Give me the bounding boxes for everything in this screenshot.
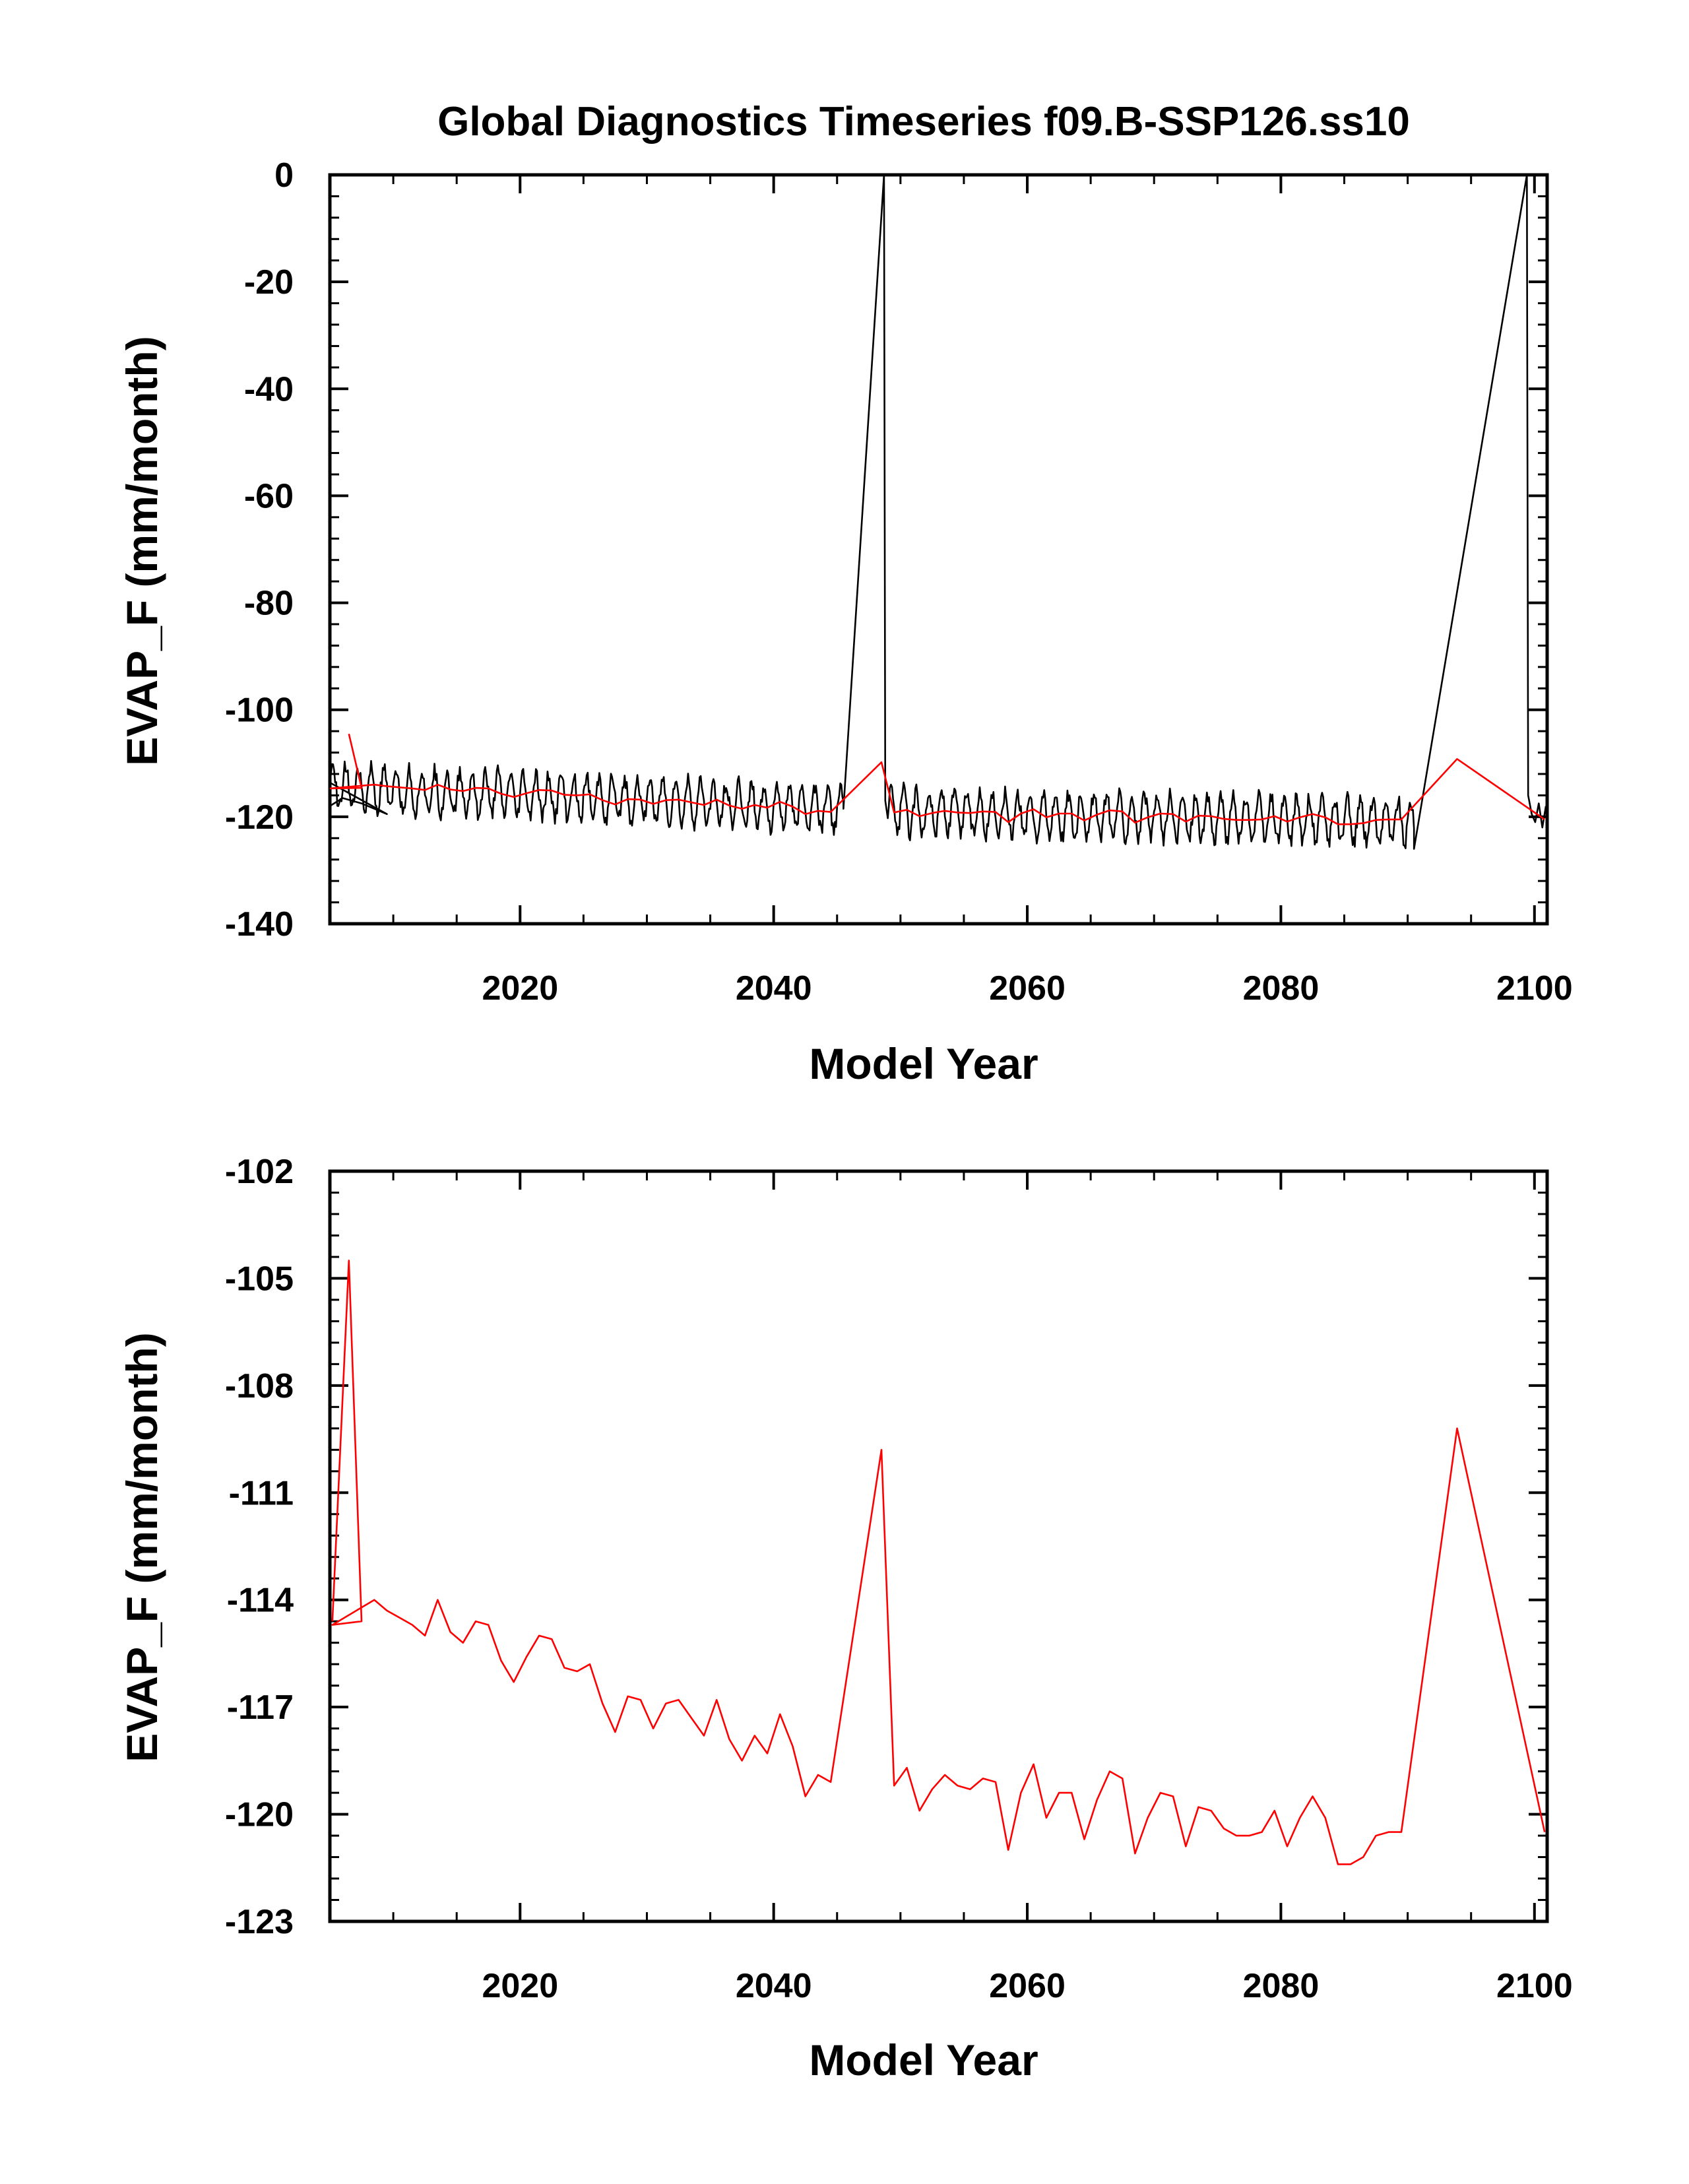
- y-tick-label: -140: [225, 905, 294, 944]
- y-tick-label: -114: [227, 1582, 294, 1620]
- chart-title: Global Diagnostics Timeseries f09.B-SSP1…: [437, 99, 1410, 145]
- plot-frame: [328, 173, 1549, 926]
- top-y-axis-label: EVAP_F (mm/month): [117, 336, 166, 765]
- bottom-panel: 2020 2040 2060 2080 2100 -102 -105 -108 -111 -114…: [117, 1153, 1573, 2084]
- bottom-y-axis-label: EVAP_F (mm/month): [117, 1332, 166, 1762]
- y-tick-label: -108: [225, 1367, 294, 1405]
- x-tick-label: 2020: [482, 969, 558, 1008]
- y-tick-label: -105: [225, 1260, 294, 1298]
- top-panel: Global Diagnostics Timeseries f09.B-SSP1…: [117, 99, 1573, 1088]
- x-tick-label: 2100: [1496, 1967, 1573, 2005]
- x-tick-label: 2080: [1243, 969, 1320, 1008]
- y-tick-label: -117: [227, 1688, 294, 1727]
- y-tick-label: -123: [225, 1903, 294, 1941]
- bottom-plot-area: 2020 2040 2060 2080 2100 -102 -105 -108 -111 -114…: [225, 1153, 1573, 2005]
- y-tick-label: -100: [225, 691, 294, 730]
- bottom-x-axis-label: Model Year: [809, 2036, 1038, 2084]
- y-tick-label: -60: [244, 477, 294, 515]
- y-tick-label: -111: [229, 1474, 294, 1512]
- series-group: [330, 174, 1547, 850]
- y-tick-label: -80: [244, 585, 294, 623]
- x-tick-label: 2100: [1496, 969, 1573, 1008]
- series-line-monthly: [330, 174, 1547, 850]
- series-line-annual-mean: [330, 733, 1545, 825]
- y-tick-label: -120: [225, 798, 294, 837]
- y-tick-label: -102: [225, 1153, 294, 1191]
- y-tick-label: 0: [274, 156, 294, 195]
- y-tick-label: -120: [225, 1796, 294, 1834]
- x-tick-label: 2080: [1243, 1967, 1320, 2005]
- top-x-axis-label: Model Year: [809, 1039, 1038, 1088]
- y-tick-label: -20: [244, 263, 294, 302]
- x-tick-label: 2060: [989, 969, 1066, 1008]
- x-tick-label: 2040: [736, 969, 812, 1008]
- series-line-annual-mean: [331, 1260, 1546, 1865]
- y-tick-label: -40: [244, 370, 294, 408]
- x-tick-label: 2020: [482, 1967, 558, 2005]
- series-group: [331, 1260, 1546, 1865]
- top-plot-area: 2020 2040 2060 2080 2100 0 -20 -40 -60 -80 -100 -12…: [225, 156, 1573, 1008]
- x-tick-label: 2040: [736, 1967, 812, 2005]
- x-tick-label: 2060: [989, 1967, 1066, 2005]
- plot-frame: [328, 1169, 1549, 1923]
